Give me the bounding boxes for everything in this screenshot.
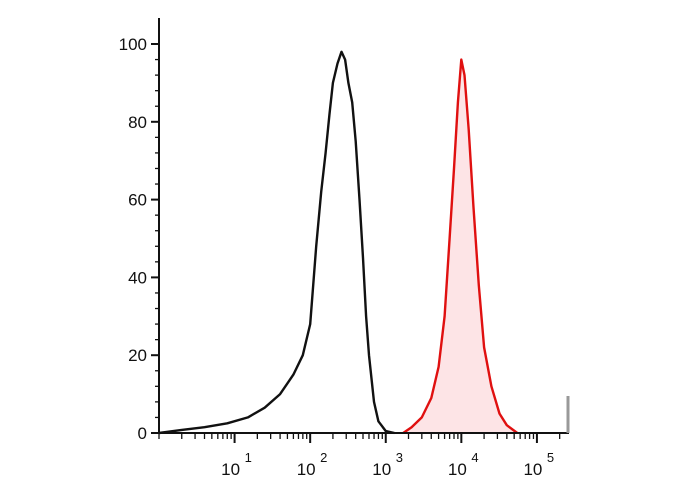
x-tick-label-base: 10 — [221, 460, 240, 479]
x-tick-label-exponent: 3 — [396, 450, 403, 465]
y-tick-labels: 0 20 40 60 80 100 — [119, 35, 147, 443]
x-tick-label-base: 10 — [297, 460, 316, 479]
y-tick-label: 60 — [128, 191, 147, 210]
x-tick-label-base: 10 — [372, 460, 391, 479]
x-tick-label-exponent: 5 — [547, 450, 554, 465]
y-tick-label: 100 — [119, 35, 147, 54]
series-fills — [403, 59, 518, 433]
axes — [151, 18, 570, 443]
y-tick-label: 20 — [128, 346, 147, 365]
series-2-fill — [403, 59, 518, 433]
x-tick-label-base: 10 — [523, 460, 542, 479]
y-tick-label: 0 — [138, 424, 147, 443]
series-2-line — [402, 58, 519, 434]
x-tick-label-base: 10 — [448, 460, 467, 479]
x-tick-labels: 10 1 10 2 10 3 10 4 10 5 — [221, 450, 554, 479]
x-tick-label-exponent: 4 — [471, 450, 478, 465]
series-lines — [158, 50, 519, 435]
y-tick-label: 80 — [128, 113, 147, 132]
series-1-line — [158, 50, 395, 435]
x-tick-label-exponent: 2 — [320, 450, 327, 465]
x-tick-label-exponent: 1 — [245, 450, 252, 465]
y-tick-label: 40 — [128, 268, 147, 287]
